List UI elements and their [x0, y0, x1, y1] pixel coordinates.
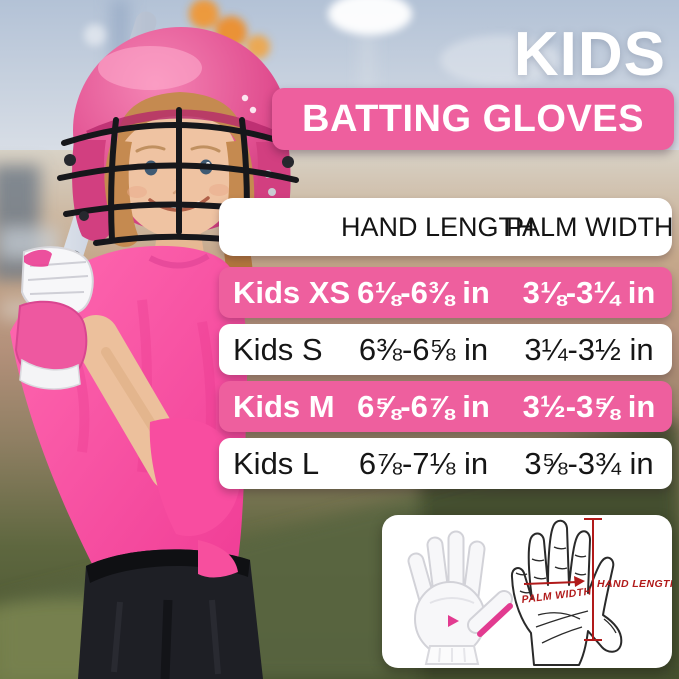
measurement-guide-card: HAND LENGTH PALM WIDTH — [382, 515, 672, 668]
glove-illustration — [407, 530, 513, 665]
batting-gloves-hands — [14, 246, 94, 390]
size-label: Kids M — [233, 388, 335, 424]
palm-width-value: 3¼-3½ in — [524, 331, 654, 367]
hand-length-value: 6⅝-6⅞ in — [357, 388, 490, 424]
size-row-kids-m: Kids M 6⅝-6⅞ in 3½-3⅝ in — [219, 381, 672, 432]
palm-width-value: 3⅛-3¼ in — [522, 274, 656, 310]
forearm — [73, 315, 241, 537]
size-label: Kids L — [233, 445, 320, 481]
column-palm-width: PALM WIDTH — [506, 211, 674, 242]
size-row-kids-s: Kids S 6⅜-6⅝ in 3¼-3½ in — [219, 324, 672, 375]
subtitle-banner: BATTING GLOVES — [272, 88, 674, 150]
black-pants — [78, 540, 263, 679]
hand-length-value: 6⅜-6⅝ in — [358, 331, 489, 367]
girl-photo-subject — [10, 27, 299, 679]
column-hand-length: HAND LENGTH — [341, 211, 535, 242]
hand-length-value: 6⅞-7⅛ in — [358, 445, 489, 481]
size-row-kids-l: Kids L 6⅞-7⅛ in 3⅝-3¾ in — [219, 438, 672, 489]
page-title: KIDS — [513, 20, 666, 89]
palm-width-value: 3⅝-3¾ in — [524, 445, 654, 481]
size-label: Kids S — [233, 331, 323, 367]
stadium-lights-bokeh — [84, 0, 560, 85]
measurement-guide-graphic: HAND LENGTH PALM WIDTH — [407, 518, 672, 666]
palm-width-value: 3½-3⅝ in — [522, 388, 656, 424]
sleeve — [149, 417, 241, 537]
hand-length-label: HAND LENGTH — [597, 578, 672, 590]
size-label: Kids XS — [233, 274, 351, 310]
hand-length-value: 6⅛-6⅜ in — [357, 274, 490, 310]
size-row-kids-xs: Kids XS 6⅛-6⅜ in 3⅛-3¼ in — [219, 267, 672, 318]
size-chart-header: HAND LENGTH PALM WIDTH — [219, 198, 674, 256]
subtitle-text: BATTING GLOVES — [302, 97, 644, 140]
